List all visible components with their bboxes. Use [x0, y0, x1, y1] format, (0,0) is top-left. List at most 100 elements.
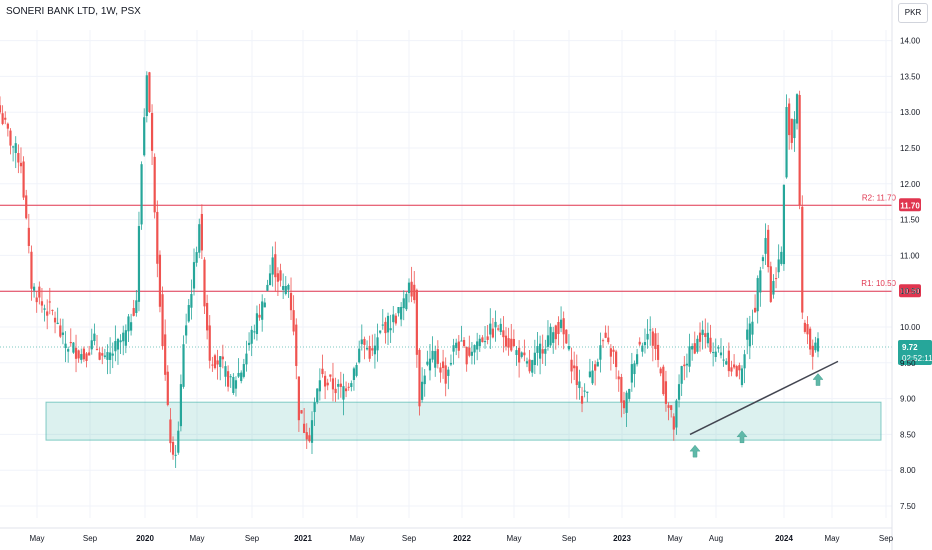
candle-body [135, 300, 138, 313]
candle-body [449, 362, 453, 365]
candle-body [478, 338, 481, 347]
x-tick-label: Sep [83, 534, 98, 543]
candle-body [271, 257, 274, 275]
candle-body [693, 343, 696, 354]
candle-body [788, 103, 791, 136]
y-tick-label: 11.00 [900, 251, 920, 260]
candle-body [646, 333, 649, 340]
candle-body [363, 338, 366, 345]
candle-body [415, 289, 418, 355]
candle-body [216, 360, 219, 365]
candle-body [594, 364, 597, 371]
candle-body [733, 364, 736, 368]
candle-body [667, 405, 670, 408]
candle-body [434, 351, 437, 368]
candle-body [158, 254, 162, 307]
candle-body [137, 226, 141, 302]
candle-body [714, 351, 717, 358]
candle-body [56, 322, 59, 325]
candle-body [40, 301, 44, 306]
candle-body [782, 184, 786, 265]
candle-body [494, 321, 497, 328]
candle-body [25, 195, 28, 219]
candle-body [578, 381, 581, 389]
candle-body [544, 348, 547, 354]
candle-body [677, 384, 681, 400]
candle-body [465, 346, 468, 365]
candle-body [250, 329, 253, 344]
candle-body [790, 118, 793, 143]
candle-body [182, 344, 185, 387]
candle-body [59, 325, 62, 337]
candle-body [470, 351, 474, 356]
candle-body [460, 340, 463, 342]
candle-body [373, 345, 377, 355]
candle-body [355, 365, 358, 376]
candle-body [806, 324, 809, 335]
candle-body [77, 350, 80, 359]
candle-body [17, 153, 20, 163]
candle-body [748, 323, 751, 347]
y-tick-label: 9.00 [900, 395, 916, 404]
candle-body [19, 162, 23, 167]
candle-body [313, 402, 316, 413]
candle-body [785, 107, 788, 178]
x-tick-label: 2023 [613, 534, 631, 543]
candle-body [303, 423, 306, 433]
candle-body [221, 356, 224, 360]
candle-body [811, 345, 814, 357]
candle-body [638, 341, 641, 345]
y-tick-label: 8.00 [900, 466, 916, 475]
candle-body [274, 254, 277, 278]
candle-body [119, 340, 122, 343]
candle-body [30, 251, 33, 289]
candle-body [381, 324, 384, 326]
candle-body [342, 386, 345, 400]
candle-body [4, 117, 7, 120]
candle-body [132, 308, 135, 316]
time-axis[interactable]: May Sep 2020 May Sep 2021 May Sep 2022 May Sep 2023… [0, 527, 894, 543]
price-axis[interactable]: 7.50 8.00 8.50 9.00 9.50 10.00 10.50 11.00 11.50… [891, 0, 921, 550]
currency-button[interactable]: PKR [898, 3, 928, 23]
candle-body [753, 307, 757, 313]
candle-body [428, 358, 432, 371]
candle-body [426, 361, 429, 365]
y-tick-label: 11.50 [900, 216, 920, 225]
candle-body [318, 380, 321, 392]
x-tick-label: 2024 [775, 534, 793, 543]
candle-body [331, 378, 335, 390]
candle-body [397, 307, 400, 314]
candle-body [630, 364, 633, 383]
candle-body [541, 349, 544, 354]
candle-body [213, 355, 217, 369]
candle-body [743, 354, 746, 369]
candle-body [620, 376, 623, 403]
y-tick-label: 13.50 [900, 72, 921, 81]
candle-body [615, 351, 618, 368]
candle-body [98, 352, 101, 360]
candle-body [751, 321, 754, 335]
resistance-price-badge [899, 284, 921, 298]
x-tick-label: May [667, 534, 682, 543]
candle-body [476, 341, 479, 350]
candle-body [35, 297, 38, 303]
candle-body [740, 368, 744, 386]
candle-body [14, 143, 17, 153]
candle-body [413, 284, 416, 301]
candle-body [143, 117, 146, 156]
candle-body [418, 349, 421, 407]
candle-body [166, 371, 169, 405]
candle-body [384, 321, 387, 334]
candle-body [6, 123, 9, 129]
candle-body [171, 441, 175, 455]
candle-body [622, 400, 626, 409]
candle-body [499, 323, 502, 332]
candle-body [237, 372, 240, 377]
candle-body [109, 352, 112, 360]
up-arrow-icon [689, 444, 701, 458]
candles [0, 71, 820, 468]
candle-body [489, 323, 492, 335]
candle-body [688, 346, 691, 367]
